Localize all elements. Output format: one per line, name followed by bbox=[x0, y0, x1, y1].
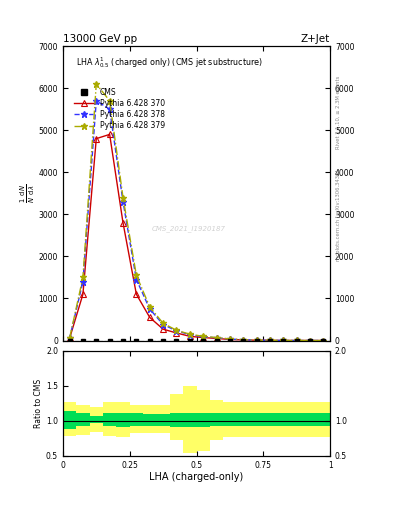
Y-axis label: Ratio to CMS: Ratio to CMS bbox=[34, 378, 43, 428]
Text: Rivet 3.1.10, ≥ 2.3M events: Rivet 3.1.10, ≥ 2.3M events bbox=[336, 76, 341, 150]
Text: LHA $\lambda^{1}_{0.5}$ (charged only) (CMS jet substructure): LHA $\lambda^{1}_{0.5}$ (charged only) (… bbox=[76, 55, 263, 70]
Text: Z+Jet: Z+Jet bbox=[301, 34, 330, 44]
Text: 13000 GeV pp: 13000 GeV pp bbox=[63, 34, 137, 44]
Legend: CMS, Pythia 6.428 370, Pythia 6.428 378, Pythia 6.428 379: CMS, Pythia 6.428 370, Pythia 6.428 378,… bbox=[72, 85, 167, 133]
X-axis label: LHA (charged-only): LHA (charged-only) bbox=[149, 472, 244, 482]
Y-axis label: $\frac{1}{N}\,\frac{\mathrm{d}N}{\mathrm{d}\lambda}$: $\frac{1}{N}\,\frac{\mathrm{d}N}{\mathrm… bbox=[19, 184, 37, 203]
Text: CMS_2021_I1920187: CMS_2021_I1920187 bbox=[151, 225, 226, 232]
Text: mcplots.cern.ch [arXiv:1306.3436]: mcplots.cern.ch [arXiv:1306.3436] bbox=[336, 169, 341, 261]
